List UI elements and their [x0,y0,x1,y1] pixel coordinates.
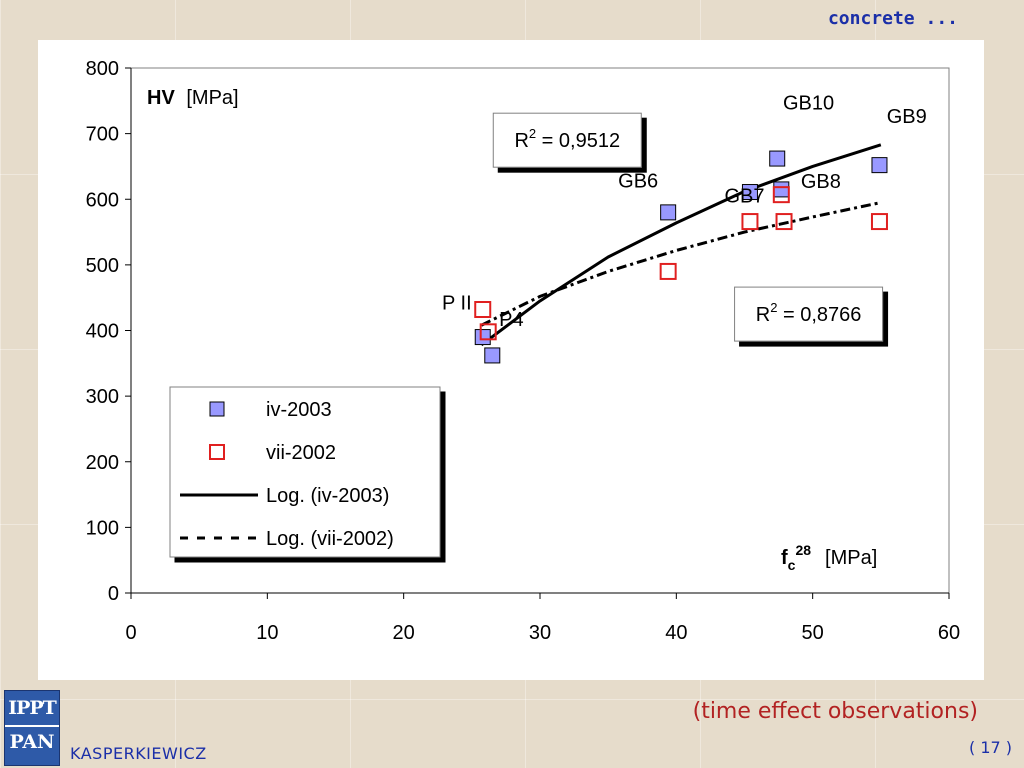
trendlines [480,143,882,347]
x-tick-label: 10 [256,622,278,644]
x-tick-label: 50 [802,622,824,644]
marker-vii-2002 [741,213,759,231]
x-tick-label: 0 [125,622,136,644]
point-label: P4 [499,309,523,331]
marker-iv-2003 [741,184,758,201]
x-axis-label-subscript: c [788,557,796,573]
marker-iv-2003 [871,157,888,174]
r-squared-value: = 0,8766 [777,304,861,326]
y-tick-label: 200 [86,452,119,474]
x-tick-label: 40 [665,622,687,644]
r-squared-text: R2 = 0,8766 [756,300,862,326]
marker-vii-2002 [772,186,790,204]
r-squared-box: R2 = 0,8766 [734,286,884,342]
axes: 0 100 200 300 400 500 600 700 800 0 10 20 30 40 50 60 [86,58,961,644]
x-axis-label-superscript: 28 [795,542,811,558]
marker-iv-2003 [769,150,786,167]
legend-label: iv-2003 [266,399,332,421]
legend-label: vii-2002 [266,442,336,464]
y-tick-label: 100 [86,517,119,539]
y-tick-label: 500 [86,255,119,277]
y-tick-label: 0 [108,583,119,605]
point-label: GB9 [887,106,927,128]
x-tick-label: 20 [393,622,415,644]
marker-vii-2002 [659,262,677,280]
x-axis-label: fc28 [MPa] [781,542,877,573]
x-tick-label: 30 [529,622,551,644]
author-name: KASPERKIEWICZ [70,744,207,763]
point-label: GB8 [801,171,841,193]
r-squared-symbol: R [514,130,528,152]
marker-vii-2002 [479,323,497,341]
marker-vii-2002 [870,213,888,231]
hv-vs-fc28-chart: 0 100 200 300 400 500 600 700 800 0 10 20 30 40 50 60 P… [86,58,961,644]
slide-caption: (time effect observations) [692,699,978,724]
point-label: GB10 [783,92,834,114]
r-squared-box-frame [734,286,884,342]
y-axis-label-unit: [MPa] [186,87,238,109]
marker-iv-2003 [773,181,790,198]
y-tick-label: 700 [86,124,119,146]
y-axis-label-quantity: HV [147,87,175,109]
r-squared-exponent: 2 [529,126,536,141]
marker-vii-2002 [775,213,793,231]
legend-marker-iv-2003 [209,401,225,417]
r-squared-box-frame [492,112,642,168]
logo-bottom-text: PAN [5,725,59,757]
x-axis-label-symbol: f [781,547,788,569]
r-squared-text: R2 = 0,9512 [514,126,620,152]
section-label: concrete ... [827,8,958,29]
r-squared-symbol: R [756,304,770,326]
r-squared-value: = 0,9512 [536,130,620,152]
y-tick-label: 800 [86,58,119,80]
point-label: GB7 [724,186,764,208]
trendline-iv-2003 [480,143,882,347]
legend: iv-2003 vii-2002 Log. (iv-2003) Log. (vii-2… [169,386,441,558]
point-label: P II [442,293,472,315]
y-tick-label: 300 [86,386,119,408]
y-axis-label: HV [MPa] [147,87,239,109]
point-labels: P II P4 GB6 GB7 GB8 GB10 GB9 [442,92,927,331]
r-squared-exponent: 2 [770,300,777,315]
page-number: ( 17 ) [968,738,1012,757]
y-tick-label: 400 [86,321,119,343]
x-tick-label: 60 [938,622,960,644]
marker-iv-2003 [484,347,501,364]
logo-top-text: IPPT [8,697,57,719]
legend-label: Log. (vii-2002) [266,528,394,550]
legend-marker-vii-2002 [209,444,225,460]
x-axis-label-unit: [MPa] [825,547,877,569]
data-markers [474,150,888,364]
chart-panel: 0 100 200 300 400 500 600 700 800 0 10 20 30 40 50 60 P… [38,40,984,680]
marker-iv-2003 [660,204,677,221]
marker-vii-2002 [474,301,492,318]
marker-iv-2003 [474,329,491,346]
ippt-pan-logo: IPPT PAN [4,690,60,766]
trendline-vii-2002 [480,201,882,327]
legend-label: Log. (iv-2003) [266,485,389,507]
y-tick-label: 600 [86,189,119,211]
point-label: GB6 [618,170,658,192]
r-squared-box: R2 = 0,9512 [492,112,642,168]
